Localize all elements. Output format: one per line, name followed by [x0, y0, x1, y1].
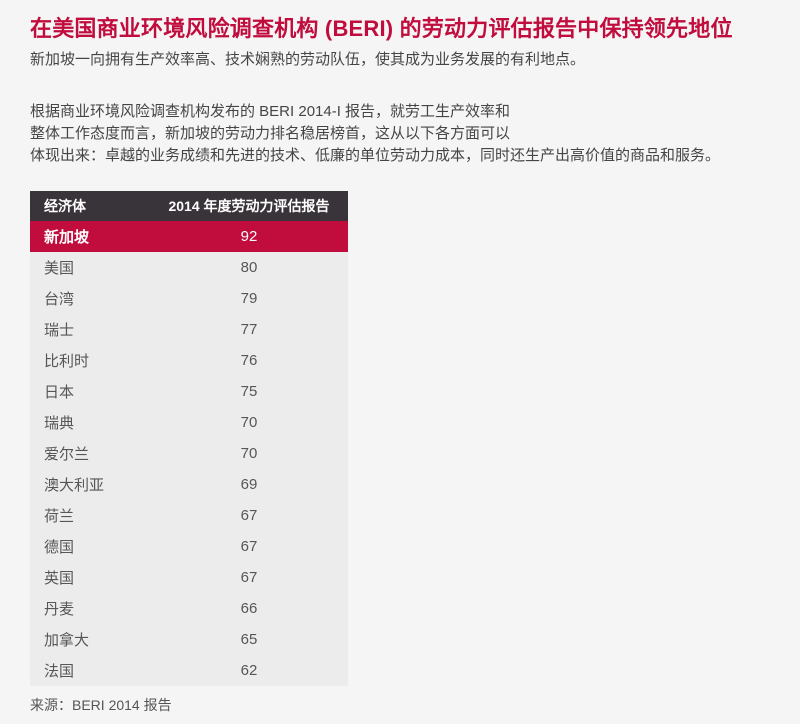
- page-title: 在美国商业环境风险调查机构 (BERI) 的劳动力评估报告中保持领先地位: [30, 16, 733, 41]
- table-header-row: 经济体 2014 年度劳动力评估报告: [30, 191, 348, 221]
- score-cell: 79: [240, 290, 258, 307]
- table-row: 爱尔兰 70: [30, 438, 348, 469]
- economy-cell: 澳大利亚: [44, 477, 105, 494]
- table-header-economy: 经济体: [44, 198, 86, 214]
- economy-cell: 荷兰: [44, 508, 75, 525]
- table-row: 加拿大 65: [30, 624, 348, 655]
- economy-cell: 日本: [44, 384, 75, 401]
- economy-cell: 美国: [44, 260, 75, 277]
- table-header-score: 2014 年度劳动力评估报告: [168, 198, 330, 214]
- table-row: 荷兰 67: [30, 500, 348, 531]
- table-row: 新加坡 92: [30, 221, 348, 252]
- table-row: 英国 67: [30, 562, 348, 593]
- score-cell: 70: [240, 445, 258, 462]
- table-row: 丹麦 66: [30, 593, 348, 624]
- table-row: 比利时 76: [30, 345, 348, 376]
- score-cell: 67: [240, 569, 258, 586]
- table-row: 美国 80: [30, 252, 348, 283]
- table-row: 台湾 79: [30, 283, 348, 314]
- score-cell: 62: [240, 662, 258, 679]
- table-row: 瑞典 70: [30, 407, 348, 438]
- economy-cell: 爱尔兰: [44, 446, 90, 463]
- score-cell: 67: [240, 507, 258, 524]
- score-cell: 69: [240, 476, 258, 493]
- table-row: 澳大利亚 69: [30, 469, 348, 500]
- score-cell: 92: [240, 228, 258, 245]
- labor-score-table: 经济体 2014 年度劳动力评估报告 新加坡 92 美国 80 台湾 79 瑞士…: [30, 191, 348, 686]
- economy-cell: 瑞典: [44, 415, 75, 432]
- page-subtitle: 新加坡一向拥有生产效率高、技术娴熟的劳动队伍，使其成为业务发展的有利地点。: [30, 51, 586, 68]
- economy-cell: 新加坡: [44, 229, 90, 246]
- economy-cell: 丹麦: [44, 601, 75, 618]
- score-cell: 67: [240, 538, 258, 555]
- economy-cell: 台湾: [44, 291, 75, 308]
- paragraph-line: 体现出来：卓越的业务成绩和先进的技术、低廉的单位劳动力成本，同时还生产出高价值的…: [30, 147, 721, 164]
- table-row: 日本 75: [30, 376, 348, 407]
- economy-cell: 瑞士: [44, 322, 75, 339]
- paragraph-line: 整体工作态度而言，新加坡的劳动力排名稳居榜首，这从以下各方面可以: [30, 125, 511, 142]
- score-cell: 77: [240, 321, 258, 338]
- economy-cell: 英国: [44, 570, 75, 587]
- table-row: 德国 67: [30, 531, 348, 562]
- paragraph-line: 根据商业环境风险调查机构发布的 BERI 2014-I 报告，就劳工生产效率和: [30, 103, 511, 120]
- score-cell: 65: [240, 631, 258, 648]
- score-cell: 66: [240, 600, 258, 617]
- economy-cell: 加拿大: [44, 632, 90, 649]
- economy-cell: 德国: [44, 539, 75, 556]
- economy-cell: 比利时: [44, 353, 90, 370]
- score-cell: 75: [240, 383, 258, 400]
- body-paragraph: 根据商业环境风险调查机构发布的 BERI 2014-I 报告，就劳工生产效率和 …: [30, 101, 770, 167]
- score-cell: 76: [240, 352, 258, 369]
- economy-cell: 法国: [44, 663, 75, 680]
- score-cell: 70: [240, 414, 258, 431]
- score-cell: 80: [240, 259, 258, 276]
- table-row: 法国 62: [30, 655, 348, 686]
- table-row: 瑞士 77: [30, 314, 348, 345]
- source-note: 来源：BERI 2014 报告: [30, 697, 172, 713]
